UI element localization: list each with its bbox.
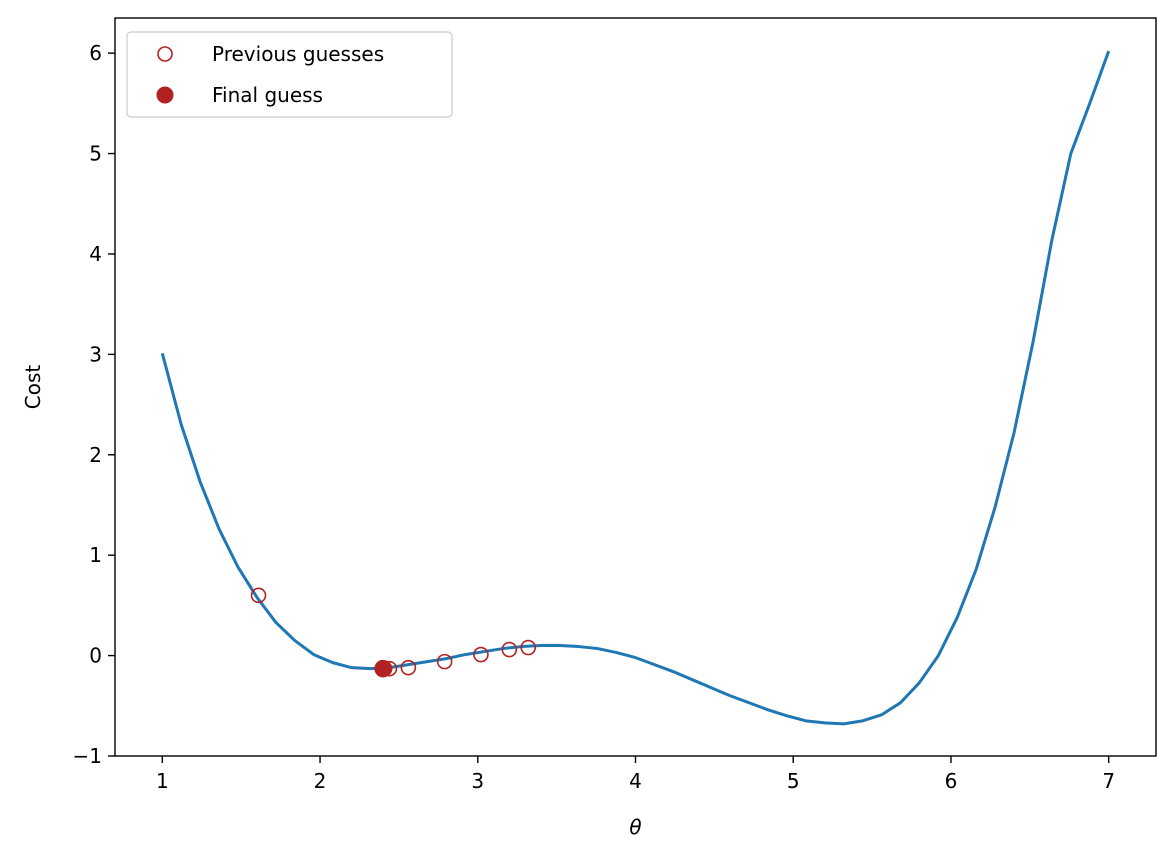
x-tick-label: 4 — [629, 769, 642, 793]
y-tick-label: 2 — [89, 443, 102, 467]
previous-guess-point — [400, 659, 417, 676]
x-tick-label: 7 — [1102, 769, 1115, 793]
x-tick-label: 3 — [471, 769, 484, 793]
y-tick-label: 4 — [89, 242, 102, 266]
previous-guess-point — [501, 641, 518, 658]
y-tick-label: 3 — [89, 342, 102, 366]
previous-guess-point — [436, 653, 453, 670]
markers-layer — [250, 587, 537, 678]
cost-curve — [160, 50, 1111, 726]
legend-marker-previous-guesses — [157, 46, 173, 62]
y-tick-label: 1 — [89, 543, 102, 567]
x-tick-label: 2 — [314, 769, 327, 793]
legend: Previous guesses Final guess — [126, 31, 453, 118]
y-tick-label: 5 — [89, 142, 102, 166]
y-axis-ticks: −1 0 1 2 3 4 5 6 — [73, 41, 115, 768]
x-axis-ticks: 1 2 3 4 5 6 7 — [156, 756, 1115, 793]
previous-guess-point — [473, 646, 489, 663]
legend-marker-final-guess — [156, 86, 174, 104]
previous-guess-point — [250, 587, 267, 604]
y-tick-label: 0 — [89, 644, 102, 668]
legend-label-final-guess: Final guess — [212, 83, 323, 107]
legend-box — [126, 31, 453, 118]
plot-area — [160, 50, 1111, 726]
x-tick-label: 6 — [945, 769, 958, 793]
legend-label-previous-guesses: Previous guesses — [212, 42, 384, 66]
y-tick-label: −1 — [73, 744, 102, 768]
x-tick-label: 5 — [787, 769, 800, 793]
previous-guess-point — [520, 639, 537, 656]
y-tick-label: 6 — [89, 41, 102, 65]
y-axis-label: Cost — [21, 365, 45, 410]
x-axis-label: θ — [629, 815, 641, 839]
final-guess-point — [374, 659, 392, 678]
x-tick-label: 1 — [156, 769, 169, 793]
curve-layer — [160, 50, 1111, 726]
